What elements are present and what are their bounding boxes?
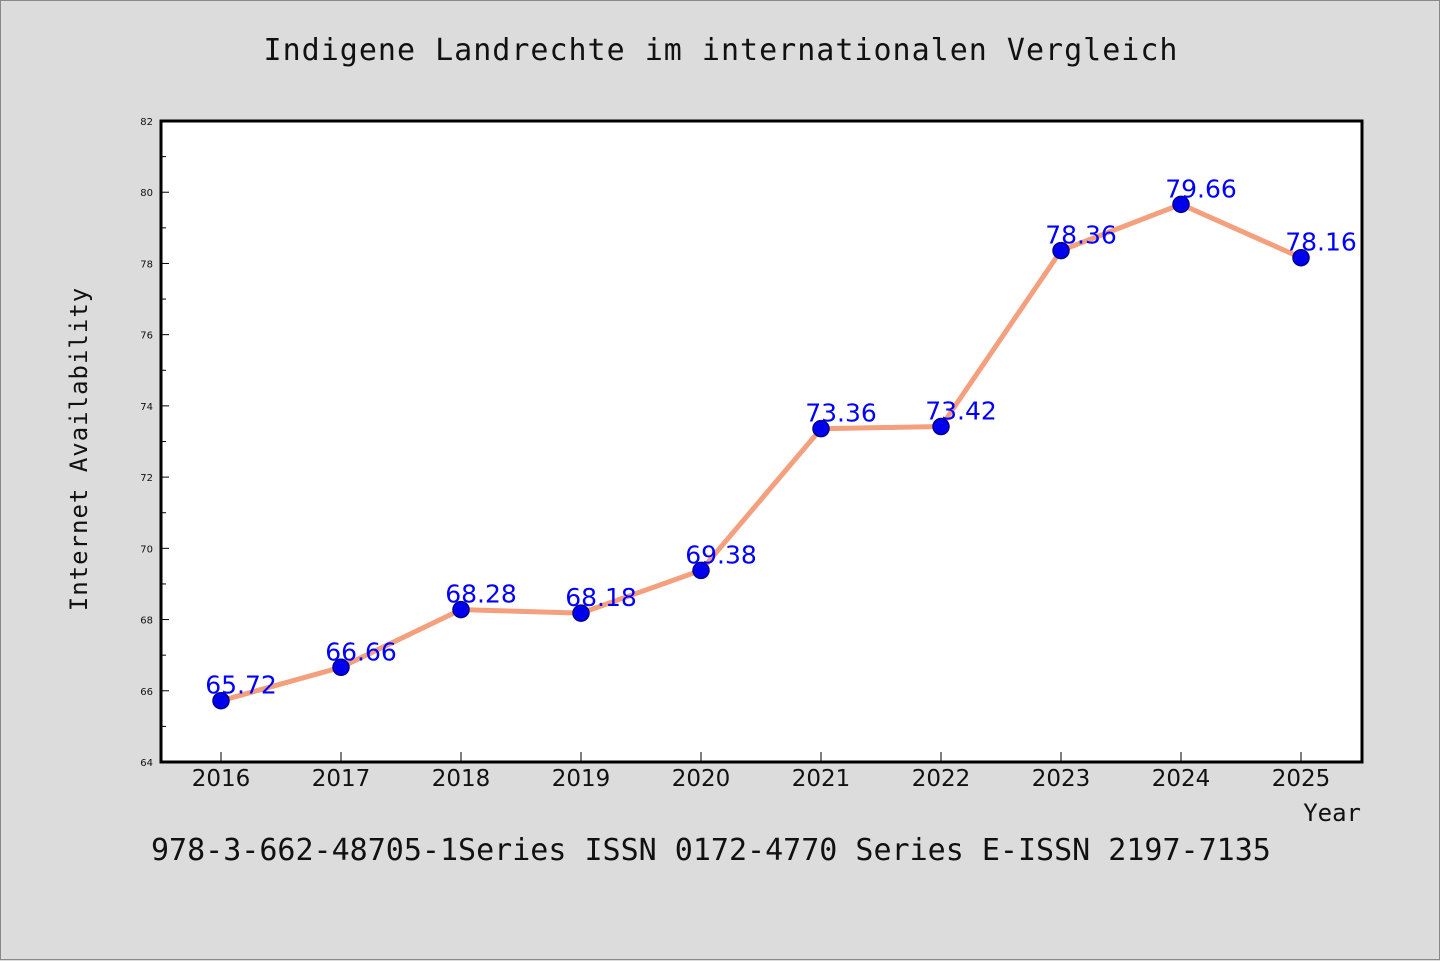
data-point xyxy=(932,417,950,436)
y-tick-label: 82 xyxy=(140,117,153,128)
data-label: 66.66 xyxy=(325,637,397,666)
data-label: 78.36 xyxy=(1045,221,1117,250)
data-label: 73.36 xyxy=(805,399,877,428)
footer-isbn: 978-3-662-48705-1Series ISSN 0172-4770 S… xyxy=(151,833,1271,868)
series-layer xyxy=(212,195,1310,710)
data-point xyxy=(212,691,230,710)
data-point xyxy=(692,561,710,580)
x-tick-label: 2018 xyxy=(432,766,491,792)
data-label: 69.38 xyxy=(685,540,757,569)
data-label: 79.66 xyxy=(1165,174,1237,203)
y-tick-label: 70 xyxy=(140,544,153,555)
y-axis-title: Internet Availability xyxy=(65,287,93,611)
data-label: 78.16 xyxy=(1285,228,1357,257)
x-tick-label: 2025 xyxy=(1272,766,1331,792)
y-tick-label: 74 xyxy=(140,402,153,413)
data-point xyxy=(572,604,590,622)
data-label: 68.28 xyxy=(445,580,517,609)
data-label: 68.18 xyxy=(565,583,637,612)
y-tick-label: 64 xyxy=(140,758,153,769)
x-tick-label: 2017 xyxy=(312,766,371,792)
data-point xyxy=(1052,241,1070,260)
x-axis: 2016 2017 2018 2019 2020 2021 2022 2023 2024 2025 xyxy=(192,752,1331,792)
data-label: 73.42 xyxy=(925,397,997,426)
y-tick-label: 78 xyxy=(140,259,153,270)
data-labels: 65.72 66.66 68.28 68.18 69.38 73.36 73.42 78.36… xyxy=(205,174,1357,699)
data-label: 65.72 xyxy=(205,671,277,700)
x-tick-label: 2019 xyxy=(552,766,611,792)
data-point xyxy=(332,658,350,677)
y-axis: 64 66 68 70 72 74 76 78 80 82 xyxy=(140,117,169,769)
x-tick-label: 2020 xyxy=(672,766,731,792)
data-point xyxy=(1172,195,1190,214)
y-tick-label: 72 xyxy=(140,473,153,484)
series-line xyxy=(220,201,1303,704)
data-point xyxy=(812,419,830,438)
y-tick-label: 80 xyxy=(140,188,153,199)
chart-title: Indigene Landrechte im internationalen V… xyxy=(263,33,1179,68)
y-tick-label: 66 xyxy=(140,687,153,698)
x-tick-label: 2023 xyxy=(1032,766,1091,792)
data-point xyxy=(1292,248,1310,267)
x-tick-label: 2021 xyxy=(792,766,851,792)
x-tick-label: 2016 xyxy=(192,766,251,792)
x-tick-label: 2022 xyxy=(912,766,971,792)
x-axis-title: Year xyxy=(1303,799,1361,827)
data-point xyxy=(452,600,470,619)
x-tick-label: 2024 xyxy=(1152,766,1211,792)
y-tick-label: 76 xyxy=(140,331,153,342)
y-tick-label: 68 xyxy=(140,616,153,627)
